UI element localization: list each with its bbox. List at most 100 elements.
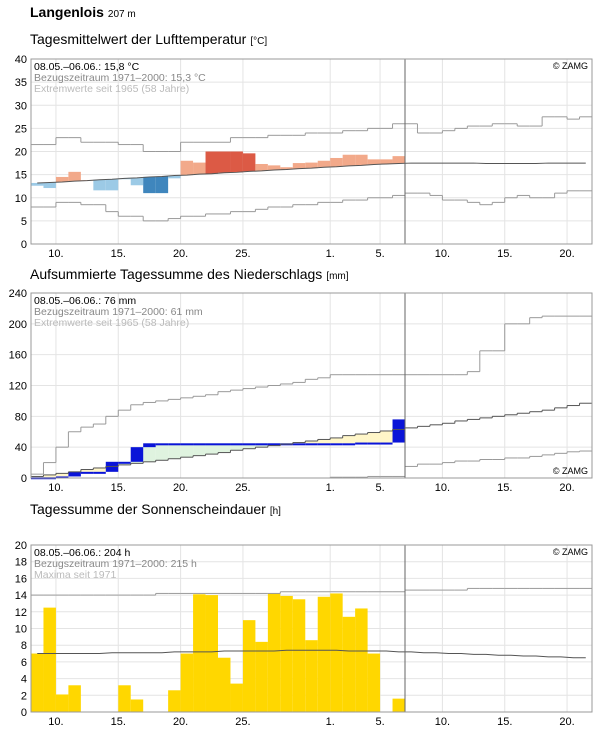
x-tick-label: 1. [326,716,335,728]
y-tick-label: 160 [9,350,27,362]
deviation-bar [392,156,405,164]
deviation-bar [342,154,356,166]
y-tick-label: 20 [15,540,27,552]
x-tick-label: 15. [111,716,126,728]
y-tick-label: 120 [9,381,27,393]
difference-fill [193,443,206,456]
daily-increment [218,443,231,446]
x-tick-label: 15. [111,482,126,494]
bar [230,683,243,712]
chart-title: Tagessumme der Sonnenscheindauer [h] [30,501,281,517]
deviation-bar [380,159,393,164]
daily-increment [330,443,343,446]
x-tick-label: 10. [48,482,63,494]
deviation-bar [230,151,243,173]
difference-fill [230,443,243,451]
line [37,649,586,659]
bar [68,685,81,712]
deviation-bar [280,167,293,170]
copyright: © ZAMG [553,466,588,476]
y-tick-label: 16 [15,573,27,585]
x-tick-label: 5. [375,482,384,494]
difference-fill [380,430,393,443]
daily-increment [392,419,405,443]
deviation-bar [267,165,281,170]
y-tick-label: 40 [15,54,27,66]
daily-increment [68,471,81,477]
difference-fill [168,443,181,459]
deviation-bar [155,176,169,194]
x-tick-label: 20. [173,716,188,728]
bar [205,595,218,712]
deviation-bar [305,162,318,169]
y-tick-label: 8 [21,640,27,652]
difference-fill [242,443,256,449]
y-tick-label: 40 [15,442,27,454]
x-tick-label: 5. [375,248,384,260]
difference-fill [143,443,156,462]
deviation-bar [242,153,256,172]
bar [255,641,268,712]
y-tick-label: 0 [21,707,27,719]
deviation-bar [68,171,81,182]
daily-increment [193,443,206,446]
y-tick-label: 5 [21,216,27,228]
y-tick-label: 15 [15,170,27,182]
deviation-bar [180,160,194,176]
difference-fill [155,443,169,461]
title-text: Tagessumme der Sonnenscheindauer [30,501,266,517]
bar [355,608,368,712]
deviation-bar [255,163,268,171]
daily-increment [367,442,381,445]
info-text: 08.05.–06.06.: 204 h [34,547,130,559]
daily-increment [342,443,356,446]
bar [367,653,381,712]
chart-panel: Aufsummierte Tagessumme des Niederschlag… [9,266,593,494]
bar [305,640,318,712]
daily-increment [93,471,106,474]
info-text: Extremwerte seit 1965 (58 Jahre) [34,83,189,95]
y-tick-label: 10 [15,193,27,205]
daily-increment [155,443,169,446]
x-tick-label: 20. [559,248,574,260]
x-tick-label: 1. [326,248,335,260]
y-tick-label: 6 [21,657,27,669]
bar [218,657,231,712]
x-tick-label: 10. [435,248,450,260]
line [37,162,586,184]
x-tick-label: 20. [173,248,188,260]
bar [55,694,69,712]
y-tick-label: 25 [15,123,27,135]
y-tick-label: 0 [21,239,27,251]
plot-border [30,544,593,713]
plot-border [30,292,593,479]
daily-increment [317,443,331,446]
deviation-bar [292,163,306,169]
difference-fill [355,434,368,443]
difference-fill [55,473,69,477]
x-tick-label: 25. [235,482,250,494]
info-text: Maxima seit 1971 [34,569,116,581]
x-tick-label: 5. [375,716,384,728]
y-tick-label: 30 [15,100,27,112]
deviation-bar [55,176,69,183]
front-layer [31,59,592,244]
difference-fill [317,439,331,444]
info-text: Bezugszeitraum 1971–2000: 15,3 °C [34,72,206,84]
difference-fill [180,443,194,458]
y-tick-label: 80 [15,411,27,423]
x-tick-label: 10. [435,716,450,728]
info-text: Bezugszeitraum 1971–2000: 215 h [34,558,197,570]
bar [267,593,281,712]
unit: [°C] [250,36,267,47]
info-text: 08.05.–06.06.: 76 mm [34,295,136,307]
deviation-bar [168,175,181,179]
difference-fill [367,432,381,443]
x-tick-label: 15. [497,716,512,728]
station-name: Langenlois [30,4,104,20]
daily-increment [242,443,256,446]
bar [118,685,131,712]
header: Langenlois 207 m [30,4,136,20]
deviation-bar [205,151,218,174]
front-layer [31,545,592,712]
